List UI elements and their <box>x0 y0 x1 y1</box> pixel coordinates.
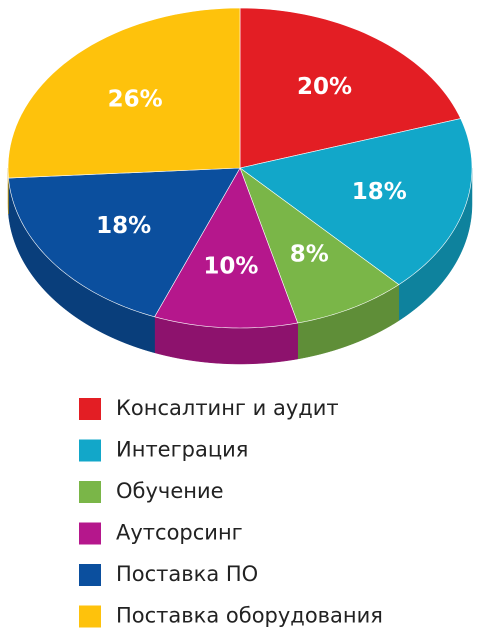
slice <box>8 167 241 318</box>
legend-label: Поставка ПО <box>116 562 258 586</box>
value-label: 8% <box>290 241 329 267</box>
legend-label: Интеграция <box>116 438 248 462</box>
slice <box>239 167 400 324</box>
legend-label: Обучение <box>116 479 224 503</box>
value-label: 10% <box>203 254 258 280</box>
legend-label: Аутсорсинг <box>116 521 243 545</box>
legend-swatch <box>79 522 101 545</box>
slice <box>239 7 462 169</box>
value-label: 20% <box>297 74 352 100</box>
legend-swatch <box>79 564 101 586</box>
value-label: 26% <box>108 87 163 113</box>
legend-label: Поставка оборудования <box>116 604 383 628</box>
value-label: 18% <box>352 179 407 205</box>
legend-label: Консалтинг и аудит <box>116 396 339 420</box>
slice <box>239 118 473 285</box>
legend-swatch <box>79 605 101 628</box>
legend-swatch <box>79 439 101 462</box>
slice <box>7 7 241 179</box>
legend-swatch <box>79 481 101 503</box>
value-label: 18% <box>96 213 151 239</box>
legend-swatch <box>79 398 101 420</box>
slice <box>154 167 299 329</box>
